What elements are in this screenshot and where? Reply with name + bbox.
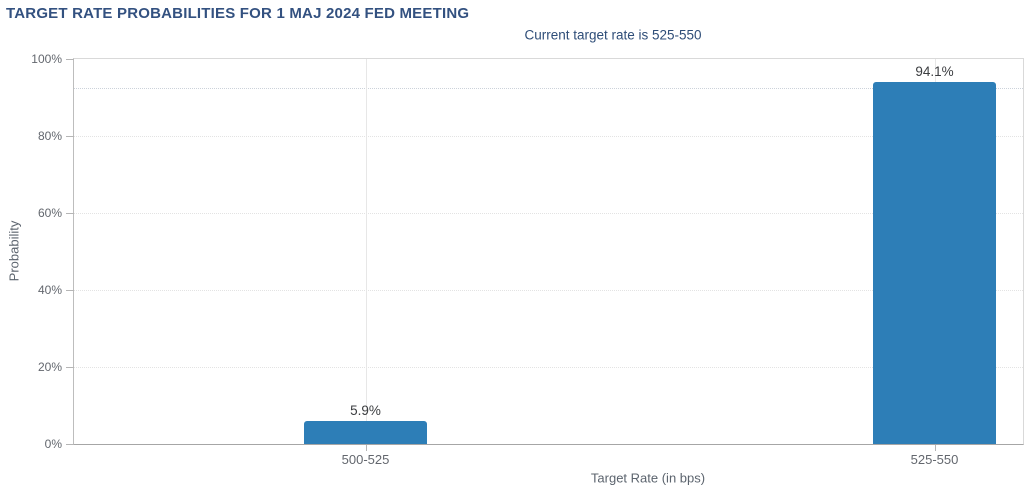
x-axis-tick-500-525 bbox=[365, 445, 367, 451]
y-tick-label: 0% bbox=[44, 437, 62, 451]
y-axis-tick bbox=[66, 136, 74, 137]
x-axis-title: Target Rate (in bps) bbox=[590, 470, 706, 486]
chart-subtitle: Current target rate is 525-550 bbox=[524, 27, 702, 43]
gridline-60pct bbox=[74, 213, 1023, 214]
x-tick-label-500-525: 500-525 bbox=[341, 452, 390, 467]
gridline-40pct bbox=[74, 290, 1023, 291]
chart-title: TARGET RATE PROBABILITIES FOR 1 MAJ 2024… bbox=[6, 5, 470, 22]
bar-value-label-500-525: 5.9% bbox=[350, 403, 381, 418]
bar-500-525[interactable] bbox=[304, 421, 427, 444]
y-tick-label: 100% bbox=[31, 52, 62, 66]
y-axis-tick bbox=[66, 367, 74, 368]
x-axis-tick-525-550 bbox=[934, 445, 936, 451]
bar-525-550[interactable] bbox=[873, 82, 996, 444]
y-tick-label: 20% bbox=[37, 360, 62, 374]
y-tick-label: 40% bbox=[37, 283, 62, 297]
plot-area: 0% 20% 40% 60% 80% 100% 5.9% 500-525 94.1% 525-55… bbox=[31, 52, 1024, 467]
y-axis-tick bbox=[66, 444, 74, 445]
gridline-20pct bbox=[74, 367, 1023, 368]
y-axis-tick bbox=[66, 59, 74, 60]
reference-line bbox=[74, 87, 1023, 89]
y-axis-tick bbox=[66, 290, 74, 291]
y-axis-title: Probability bbox=[6, 220, 22, 282]
y-axis-tick bbox=[66, 213, 74, 214]
bar-value-label-525-550: 94.1% bbox=[915, 64, 954, 79]
y-tick-label: 80% bbox=[37, 129, 62, 143]
category-gridline-500-525 bbox=[365, 59, 367, 444]
gridline-80pct bbox=[74, 136, 1023, 137]
y-tick-label: 60% bbox=[37, 206, 62, 220]
x-tick-label-525-550: 525-550 bbox=[910, 452, 959, 467]
